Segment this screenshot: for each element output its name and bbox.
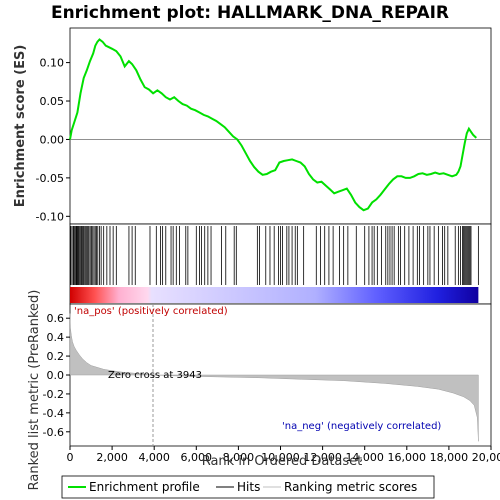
metric-x-tick-label: 12,000 xyxy=(303,451,342,464)
legend-item-hits: Hits xyxy=(216,480,260,494)
metric-x-tick-label: 6,000 xyxy=(181,451,213,464)
x-axis-label: Rank in Ordered Dataset xyxy=(202,454,363,469)
es-y-axis-label: Enrichment score (ES) xyxy=(13,45,28,208)
ranked-metric-area xyxy=(69,313,479,442)
legend-box xyxy=(61,475,435,499)
pos-correlated-label: 'na_pos' (positively correlated) xyxy=(74,306,228,317)
metric-x-tick-label: 10,000 xyxy=(261,451,300,464)
metric-x-tick-label: 20,000 xyxy=(472,451,500,464)
metric-x-tick-label: 16,000 xyxy=(388,451,427,464)
metric-y-tick-label: 0.4 xyxy=(47,331,65,344)
metric-y-axis-label: Ranked list metric (PreRanked) xyxy=(27,290,42,491)
metric-x-axis: 0 2,000 4,000 6,000 8,000 10,000 12,000 14,000 1… xyxy=(67,446,500,464)
es-y-tick-label: 0.05 xyxy=(40,95,65,108)
metric-x-tick-label: 8,000 xyxy=(223,451,255,464)
neg-correlated-label: 'na_neg' (negatively correlated) xyxy=(282,421,441,432)
legend-label: Hits xyxy=(237,480,260,494)
metric-y-tick-label: 0.6 xyxy=(47,312,65,325)
metric-y-tick-label: -0.6 xyxy=(43,426,64,439)
metric-y-tick-label: 0.0 xyxy=(47,369,65,382)
es-y-axis: -0.10 -0.05 0.00 0.05 0.10 xyxy=(36,57,70,223)
metric-x-tick-label: 2,000 xyxy=(96,451,128,464)
legend-label: Ranking metric scores xyxy=(284,480,417,494)
es-y-tick-label: -0.05 xyxy=(36,172,64,185)
es-y-tick-label: 0.00 xyxy=(40,133,65,146)
es-y-tick-label: 0.10 xyxy=(40,57,65,70)
metric-y-tick-label: -0.4 xyxy=(43,407,64,420)
enrichment-panel-frame xyxy=(69,27,492,225)
metric-y-tick-label: -0.2 xyxy=(43,388,64,401)
legend-item-enrichment: Enrichment profile xyxy=(68,480,200,494)
es-y-tick-label: -0.10 xyxy=(36,210,64,223)
chart-title: Enrichment plot: HALLMARK_DNA_REPAIR xyxy=(51,3,449,23)
metric-x-tick-label: 14,000 xyxy=(345,451,384,464)
metric-y-axis: -0.6 -0.4 -0.2 0.0 0.2 0.4 0.6 xyxy=(43,312,70,439)
rank-color-band xyxy=(70,287,479,303)
zero-cross-label: Zero cross at 3943 xyxy=(108,370,202,381)
legend-item-metric: Ranking metric scores xyxy=(263,480,417,494)
metric-x-tick-label: 18,000 xyxy=(430,451,469,464)
legend-label: Enrichment profile xyxy=(89,480,200,494)
enrichment-profile-line xyxy=(69,38,477,212)
metric-x-tick-label: 4,000 xyxy=(138,451,170,464)
hit-marks xyxy=(70,226,479,285)
metric-x-tick-label: 0 xyxy=(67,451,74,464)
metric-y-tick-label: 0.2 xyxy=(47,350,65,363)
